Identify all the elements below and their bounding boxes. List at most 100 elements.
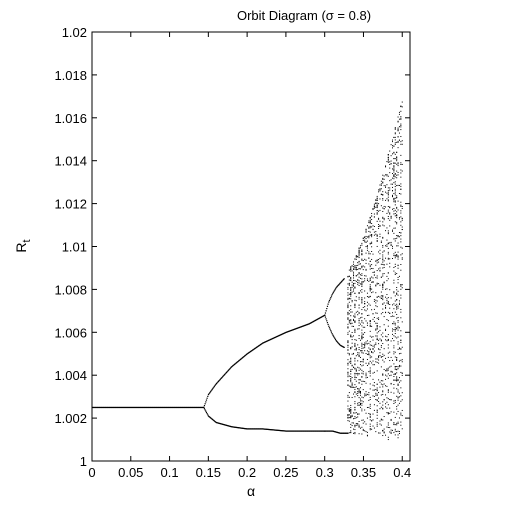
orbit-point	[379, 257, 381, 259]
orbit-point	[401, 106, 403, 108]
orbit-point	[382, 312, 384, 314]
orbit-point	[393, 315, 395, 317]
orbit-point	[153, 406, 155, 409]
orbit-point	[320, 316, 322, 319]
orbit-point	[396, 366, 398, 368]
orbit-point	[393, 253, 395, 255]
orbit-point	[312, 321, 314, 323]
orbit-point	[397, 171, 399, 173]
orbit-point	[336, 340, 338, 343]
orbit-point	[397, 410, 399, 412]
orbit-point	[387, 426, 389, 428]
orbit-point	[225, 371, 228, 374]
orbit-point	[245, 428, 248, 430]
orbit-point	[358, 298, 360, 300]
orbit-point	[400, 210, 402, 212]
orbit-point	[371, 276, 373, 278]
orbit-point	[394, 300, 396, 302]
orbit-point	[315, 319, 317, 321]
orbit-point	[200, 406, 202, 409]
orbit-point	[387, 194, 389, 196]
orbit-point	[398, 193, 400, 195]
orbit-point	[347, 299, 349, 301]
orbit-point	[398, 236, 400, 238]
orbit-point	[347, 318, 349, 320]
orbit-point	[358, 296, 360, 298]
orbit-point	[153, 406, 156, 409]
orbit-point	[382, 430, 384, 432]
orbit-point	[294, 430, 296, 432]
orbit-point	[378, 318, 380, 320]
orbit-point	[124, 406, 126, 409]
orbit-point	[383, 219, 385, 221]
orbit-point	[368, 222, 370, 224]
orbit-point	[350, 386, 352, 388]
orbit-point	[382, 299, 384, 301]
orbit-point	[400, 205, 402, 207]
orbit-point	[400, 254, 402, 256]
orbit-point	[358, 325, 360, 327]
orbit-point	[351, 299, 353, 301]
orbit-point	[364, 303, 366, 305]
orbit-point	[397, 165, 399, 167]
orbit-point	[361, 309, 363, 311]
orbit-point	[326, 322, 329, 324]
orbit-point	[348, 279, 350, 281]
orbit-point	[258, 428, 260, 430]
orbit-point	[180, 406, 182, 409]
orbit-point	[396, 214, 398, 216]
orbit-point	[354, 364, 356, 366]
orbit-point	[382, 359, 384, 361]
orbit-point	[353, 271, 355, 273]
orbit-point	[371, 250, 373, 252]
orbit-point	[310, 322, 313, 324]
orbit-point	[350, 293, 352, 295]
orbit-point	[139, 406, 141, 409]
orbit-point	[396, 141, 398, 143]
orbit-point	[232, 364, 234, 367]
y-tick-label: 1.02	[62, 25, 87, 40]
orbit-point	[371, 241, 373, 243]
orbit-point	[357, 392, 359, 394]
orbit-point	[263, 428, 265, 430]
orbit-point	[126, 406, 128, 409]
orbit-point	[243, 355, 246, 357]
orbit-point	[394, 128, 396, 130]
orbit-point	[219, 379, 221, 381]
orbit-point	[364, 239, 366, 241]
orbit-point	[173, 406, 176, 409]
orbit-point	[353, 386, 355, 388]
orbit-point	[348, 385, 350, 387]
orbit-point	[375, 199, 377, 201]
orbit-point	[394, 192, 396, 194]
orbit-point	[221, 376, 224, 378]
orbit-point	[398, 353, 400, 355]
orbit-point	[351, 365, 353, 367]
orbit-point	[387, 161, 389, 163]
orbit-point	[393, 171, 395, 173]
orbit-point	[358, 276, 360, 278]
orbit-point	[331, 294, 333, 296]
orbit-point	[358, 312, 360, 314]
orbit-point	[369, 222, 371, 224]
orbit-point	[397, 327, 399, 329]
orbit-point	[389, 164, 391, 166]
orbit-point	[359, 427, 361, 429]
orbit-point	[396, 380, 398, 382]
orbit-point	[396, 185, 398, 187]
orbit-point	[391, 338, 393, 340]
orbit-point	[134, 406, 136, 409]
orbit-point	[400, 412, 402, 414]
orbit-point	[299, 430, 301, 432]
orbit-point	[389, 262, 391, 264]
orbit-point	[323, 430, 325, 432]
orbit-point	[401, 372, 403, 374]
orbit-point	[253, 348, 256, 350]
orbit-point	[393, 201, 395, 203]
orbit-point	[396, 158, 398, 160]
orbit-point	[354, 401, 356, 403]
orbit-point	[211, 418, 214, 421]
orbit-point	[357, 366, 359, 368]
y-axis-ticks: 11.0021.0041.0061.0081.011.0121.0141.016…	[54, 25, 410, 469]
orbit-point	[369, 335, 371, 337]
